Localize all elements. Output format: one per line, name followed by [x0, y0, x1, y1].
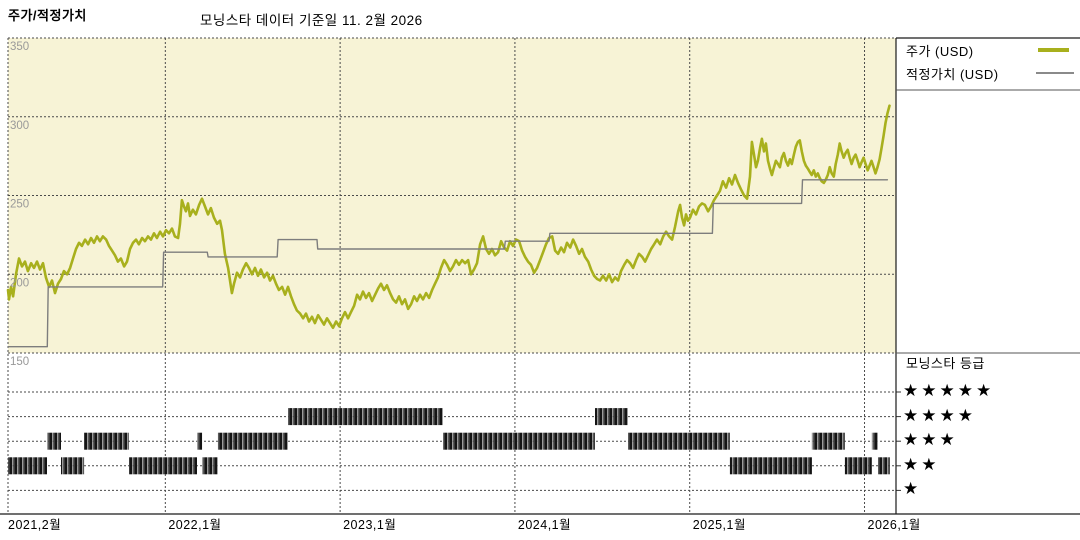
x-tick-label-2022,1월: 2022,1월 [168, 518, 221, 532]
y-tick-label-350: 350 [10, 41, 29, 53]
rating-bar-3star-15 [871, 432, 878, 450]
rating-row-1-stars: ★ [903, 479, 922, 499]
ratings-panel-title: 모닝스타 등급 [906, 356, 985, 371]
axes-and-borders [0, 37, 1080, 515]
rating-bar-3star-3 [84, 432, 129, 450]
legend-price-line-swatch [1038, 48, 1069, 52]
legend-price-label: 주가 (USD) [906, 44, 974, 59]
x-tick-label-2026,1월: 2026,1월 [868, 518, 921, 532]
rating-bar-3star-9 [443, 432, 595, 450]
page-title: 주가/적정가치 [8, 8, 87, 23]
y-tick-label-250: 250 [10, 199, 29, 211]
chart-title: 모닝스타 데이터 기준일 11. 2월 2026 [200, 13, 423, 28]
rating-row-3-stars: ★★★ [903, 430, 958, 450]
rating-bar-4star-8 [288, 408, 443, 426]
rating-bar-3star-13 [811, 432, 845, 450]
rating-row-4-stars: ★★★★ [903, 405, 976, 425]
axis-tick-labels: 350 300 250 200 150 2021,2월 2022,1월 2023,1월 2024… [8, 41, 921, 532]
price-series-line [6, 104, 891, 330]
y-tick-label-300: 300 [10, 120, 29, 132]
rating-bar-2star-16 [878, 457, 890, 475]
x-tick-label-2023,1월: 2023,1월 [343, 518, 396, 532]
rating-bar-2star-12 [729, 457, 812, 475]
x-tick-label-2024,1월: 2024,1월 [518, 518, 571, 532]
rating-bar-3star-7 [217, 432, 288, 450]
rating-bar-2star-14 [844, 457, 872, 475]
rating-row-2-stars: ★★ [903, 454, 940, 474]
y-tick-label-200: 200 [10, 277, 29, 289]
legend-fair-value-line-swatch [1036, 72, 1074, 74]
rating-bar-2star-0 [8, 457, 47, 475]
y-tick-label-150: 150 [10, 356, 29, 368]
rating-bar-3star-5 [197, 432, 203, 450]
rating-bar-2star-2 [61, 457, 85, 475]
series-lines [6, 104, 891, 348]
rating-bar-3star-1 [47, 432, 61, 450]
rating-bar-3star-11 [628, 432, 730, 450]
fair-value-step-line [7, 179, 889, 348]
rating-bars [8, 408, 890, 475]
rating-bar-2star-6 [202, 457, 218, 475]
rating-bar-4star-10 [595, 408, 628, 426]
rating-row-5-stars: ★★★★★ [903, 381, 995, 400]
legend-fair-value-label: 적정가치 (USD) [906, 67, 999, 82]
x-tick-label-2021,2월: 2021,2월 [8, 518, 61, 532]
x-tick-label-2025,1월: 2025,1월 [693, 518, 746, 532]
rating-bar-2star-4 [129, 457, 197, 475]
